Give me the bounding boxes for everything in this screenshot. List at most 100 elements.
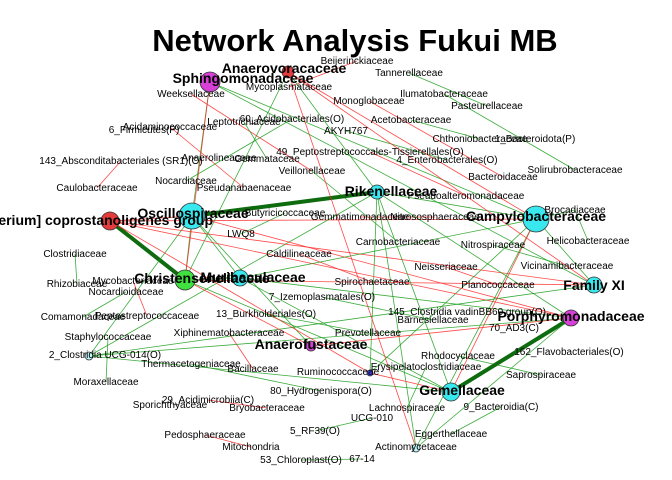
label-butyricicoccaceae: Butyricicoccaceae (245, 208, 326, 219)
minor-edge (410, 119, 481, 140)
minor-edge (74, 253, 78, 285)
network-edge (184, 279, 312, 347)
network-edge (287, 71, 537, 220)
label-mycoplasmataceae: Mycoplasmataceae (246, 82, 333, 93)
label-bacteroidia: 9_Bacteroidia(C) (463, 402, 538, 413)
label-christensenellaceae: Christensenellaceae (134, 270, 270, 286)
label-n6714: 67-14 (349, 454, 375, 465)
label-acidimicrobiia: 29_Acidimicrobiia(C) (162, 395, 254, 406)
label-anaerovoracaceae: Anaerovoracaceae (222, 60, 347, 76)
label-caulobacteraceae: Caulobacteraceae (56, 183, 138, 194)
network-edge (376, 191, 537, 220)
node-anaerofustaceae (305, 340, 317, 352)
label-leptotrichiaceae: Leptotrichiaceae (207, 117, 281, 128)
label-pedosphaeraceae: Pedosphaeraceae (164, 430, 246, 441)
label-chloroplast: 53_Chloroplast(O) (260, 455, 342, 466)
network-edge (415, 317, 572, 449)
label-veillonellaceae: Veillonellaceae (279, 166, 346, 177)
label-peptostreptococcaceae: Peptostreptococcaceae (95, 311, 200, 322)
label-hydrogenispora: 80_Hydrogenispora(O) (270, 386, 372, 397)
minor-edge (96, 160, 122, 189)
network-edge (369, 218, 537, 374)
node-porphyromonadaceae (562, 309, 580, 327)
label-comamonadaceae: Comamonadaceae (41, 312, 126, 323)
label-enterobacterales: 4_Enterobacterales(O) (396, 155, 497, 166)
label-coprostanoligenes: [Eubacterium] coprostanoligenes group (0, 212, 213, 228)
network-edge (88, 355, 452, 393)
label-acidaminococcaceae: Acidaminococcaceae (123, 122, 218, 133)
label-nitrososphaeraceae: Nitrososphaeraceae (390, 212, 480, 223)
minor-edge (300, 458, 363, 461)
label-barnesiellaceae: Barnesiellaceae (397, 315, 469, 326)
minor-edge (368, 100, 504, 178)
network-edge (109, 220, 595, 286)
label-erysipelatoclostridiaceae: Erysipelatoclostridiaceae (371, 362, 482, 373)
label-nocardiaceae: Nocardiaceae (155, 176, 217, 187)
network-edge (376, 191, 417, 449)
label-peptostreptococcales: 49_Peptostreptococcales-Tissierellales(O… (276, 147, 464, 158)
label-rhodocyclaceae: Rhodocyclaceae (421, 351, 495, 362)
label-clostridiaceae: Clostridiaceae (43, 249, 107, 260)
label-lwq8: LWQ8 (227, 229, 255, 240)
network-edge (369, 372, 452, 393)
label-akyh767: AKYH767 (324, 126, 368, 137)
network-edge (239, 218, 537, 279)
minor-edge (169, 126, 245, 189)
network-edge (184, 279, 452, 393)
label-gemmatimonadaceae: Gemmatimonadaceae (311, 212, 410, 223)
node-anaerovoracaceae (281, 65, 295, 79)
minor-edge (311, 170, 399, 243)
label-solirubrobacteraceae: Solirubrobacteraceae (527, 165, 622, 176)
network-edge (88, 215, 193, 357)
network-edge (450, 218, 537, 393)
label-chthoniobacteraceae: Chthoniobacteraceae (432, 134, 528, 145)
label-bacteroidaceae: Bacteroidaceae (468, 172, 538, 183)
network-edge (88, 284, 595, 357)
minor-edge (132, 280, 148, 317)
network-edge (287, 71, 378, 193)
label-gemmataceae: Gemmataceae (234, 154, 300, 165)
label-thermacetogeniaceae: Thermacetogeniaceae (141, 359, 241, 370)
label-nocardioidaceae: Nocardioidaceae (88, 287, 163, 298)
label-acidobacteriales: 60_Acidobacteriales(O) (240, 114, 345, 125)
label-ucg010: UCG-010 (351, 413, 394, 424)
network-edge (209, 81, 595, 286)
label-staphylococcaceae: Staphylococcaceae (65, 332, 152, 343)
minor-edge (105, 336, 109, 383)
minor-edge (574, 209, 589, 242)
minor-edge (207, 399, 268, 409)
network-edge (109, 220, 572, 319)
label-ruminococcaceae: Ruminococcaceae (297, 367, 380, 378)
node-ruminococcaceae (366, 369, 374, 377)
minor-edge (369, 151, 467, 197)
network-edge (108, 219, 187, 282)
label-caldilineaceae: Caldilineaceae (266, 249, 332, 260)
label-absconditabacteriales: 143_Absconditabacteriales (SR1)(O) (39, 156, 202, 167)
network-edge (376, 191, 452, 393)
label-weeksellaceae: Weeksellaceae (157, 89, 225, 100)
minor-edge (450, 406, 502, 435)
minor-edge (321, 296, 434, 321)
network-edge (209, 81, 537, 220)
label-oscillospiraceae: Oscillospiraceae (137, 205, 249, 221)
label-monoglobaceae: Monoglobaceae (333, 96, 405, 107)
minor-edge (288, 60, 358, 88)
minor-edge (457, 355, 542, 376)
label-gemellaceae: Gemellaceae (419, 382, 505, 398)
label-muribaculaceae: Muribaculaceae (200, 269, 305, 285)
label-title_sph: Sphingomonadaceae (173, 70, 314, 86)
label-pasteurellaceae: Pasteurellaceae (451, 101, 523, 112)
minor-edge (185, 118, 293, 182)
minor-edge (492, 244, 568, 267)
label-prevotellaceae: Prevotellaceae (335, 328, 402, 339)
label-saprospiraceae: Saprospiraceae (506, 370, 576, 381)
label-izemoplasmatales: 7_Izemoplasmatales(O) (269, 292, 375, 303)
node-coprostanoligenes (100, 211, 120, 231)
minor-edge (82, 291, 127, 318)
label-family_xi: Family XI (563, 277, 624, 293)
node-rikenellaceae (369, 184, 385, 200)
label-pseudoalteromonadaceae: Pseudoalteromonadaceae (408, 191, 525, 202)
node-muribaculaceae (231, 269, 249, 287)
minor-edge (443, 93, 576, 171)
label-acetobacteraceae: Acetobacteraceae (371, 115, 452, 126)
